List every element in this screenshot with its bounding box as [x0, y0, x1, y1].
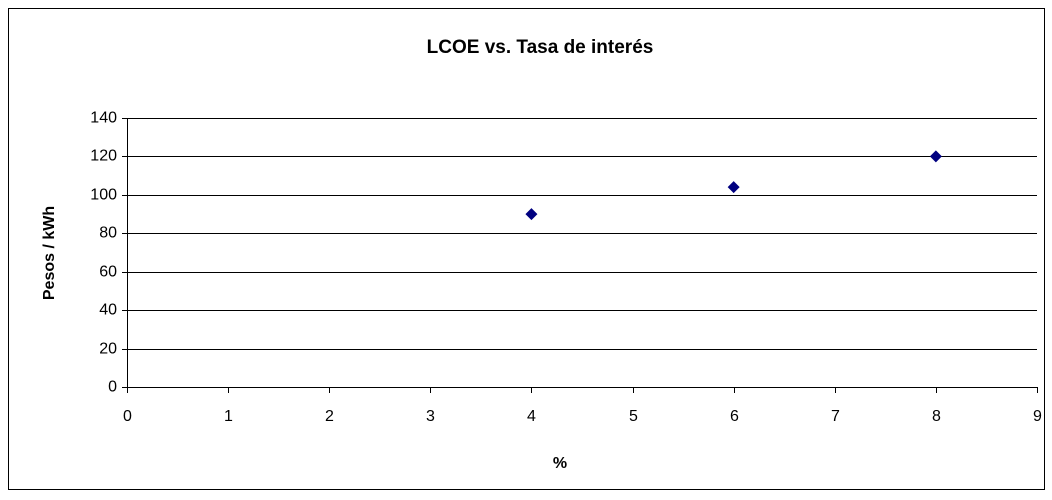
y-tick-label: 140: [90, 110, 117, 127]
y-tick-label: 60: [99, 264, 117, 281]
point: [929, 150, 942, 163]
x-tick-label: 3: [426, 408, 435, 425]
y-tick-label: 0: [108, 379, 117, 396]
x-tick-label: 8: [932, 408, 941, 425]
chart-title: LCOE vs. Tasa de interés: [427, 37, 654, 58]
y-tick-label: 120: [90, 148, 117, 165]
y-tick-label: 20: [99, 341, 117, 358]
x-tick-label: 2: [325, 408, 334, 425]
y-axis-label: Pesos / kWh: [41, 206, 58, 300]
x-tick-label: 9: [1033, 408, 1042, 425]
x-tick-label: 7: [831, 408, 840, 425]
x-tick-label: 6: [730, 408, 739, 425]
x-tick-label: 0: [123, 408, 132, 425]
chart-border: [8, 8, 1045, 490]
x-axis-label: %: [553, 455, 567, 472]
y-tick-label: 40: [99, 302, 117, 319]
x-tick-label: 1: [224, 408, 233, 425]
x-tick-label: 4: [527, 408, 536, 425]
x-tick-label: 5: [629, 408, 638, 425]
y-tick-label: 100: [90, 187, 117, 204]
point: [525, 208, 538, 221]
y-tick-label: 80: [99, 225, 117, 242]
point: [727, 181, 740, 194]
